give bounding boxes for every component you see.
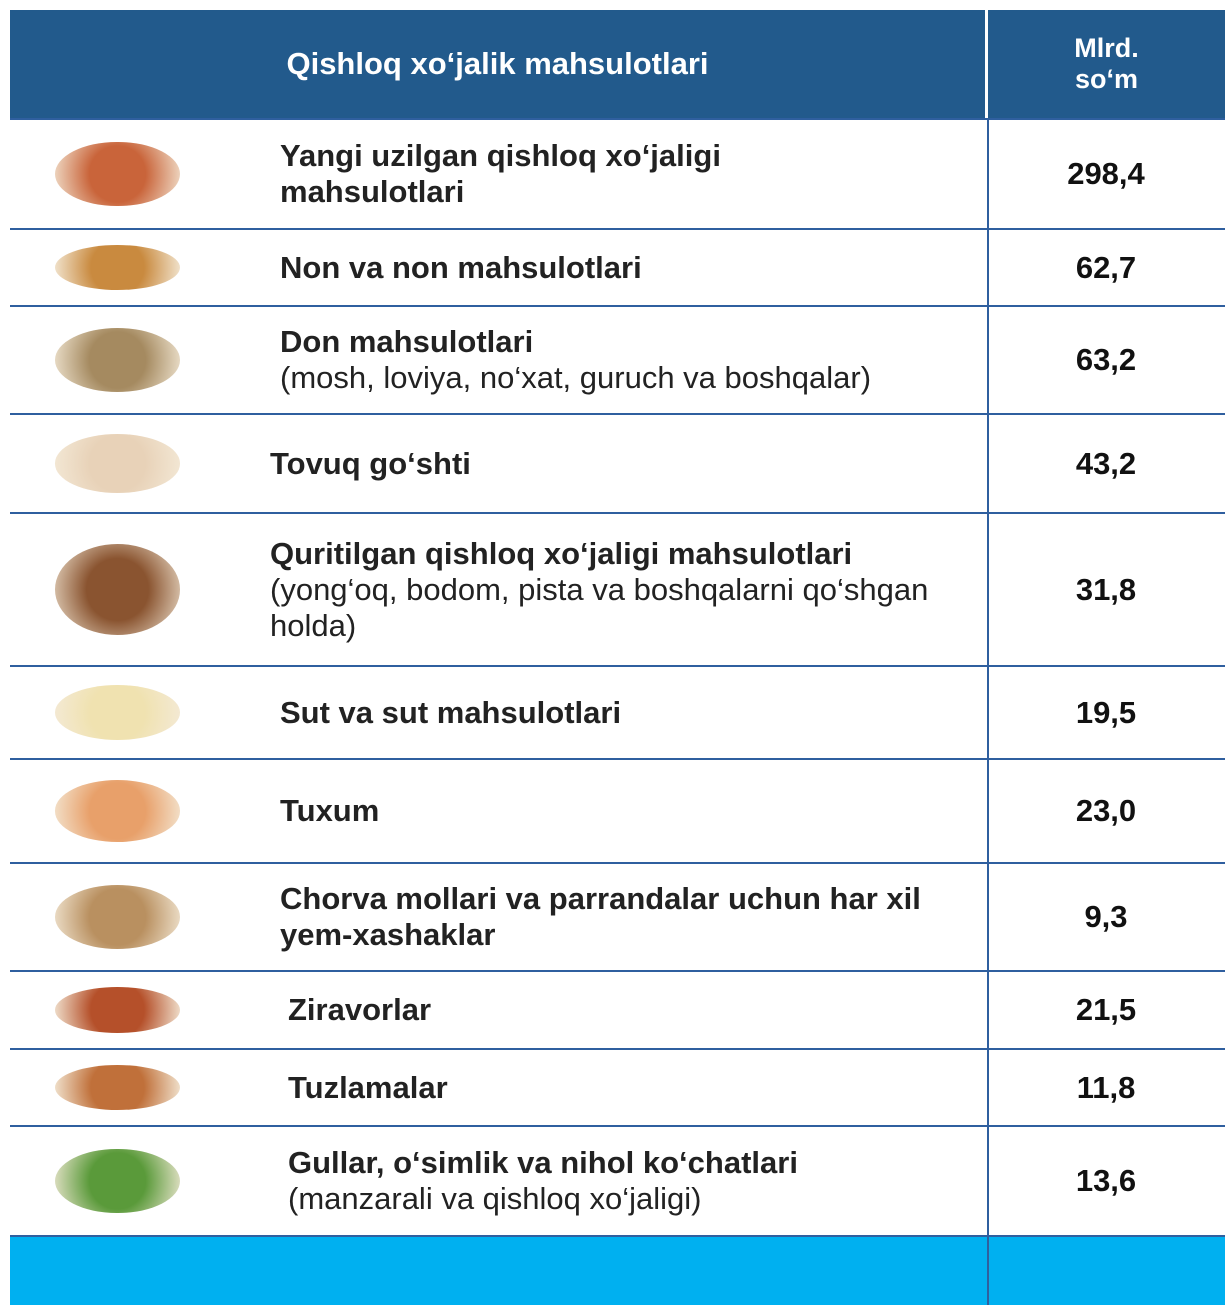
separator <box>987 760 989 862</box>
table-row: Gullar, o‘simlik va nihol ko‘chatlari (ma… <box>10 1125 1225 1235</box>
product-icon <box>55 1065 180 1110</box>
row-title: Tovuq go‘shti <box>270 445 471 481</box>
separator <box>987 120 989 228</box>
row-value: 19,5 <box>1075 694 1137 730</box>
table-row: Don mahsulotlari (mosh, loviya, no‘xat, g… <box>10 305 1225 413</box>
row-text: Chorva mollari va parrandalar uchun har … <box>280 864 960 970</box>
row-value: 43,2 <box>1075 445 1137 481</box>
row-title: Tuxum <box>280 793 380 828</box>
row-title: Chorva mollari va parrandalar uchun har … <box>280 881 921 952</box>
row-text: Tovuq go‘shti <box>270 415 471 512</box>
separator <box>987 972 989 1048</box>
table-row: Sut va sut mahsulotlari 19,5 <box>10 665 1225 758</box>
row-text: Ziravorlar <box>288 972 431 1048</box>
row-text: Quritilgan qishloq xo‘jaligi mahsulotlar… <box>270 514 960 665</box>
row-value: 11,8 <box>1076 1069 1136 1105</box>
row-title: Ziravorlar <box>288 992 432 1027</box>
table-row: Tovuq go‘shti 43,2 <box>10 413 1225 512</box>
product-icon <box>55 245 180 290</box>
product-icon <box>55 328 180 392</box>
row-text: Gullar, o‘simlik va nihol ko‘chatlari (ma… <box>288 1127 798 1235</box>
table-row: Chorva mollari va parrandalar uchun har … <box>10 862 1225 970</box>
row-value: 13,6 <box>1075 1163 1137 1198</box>
row-title: Tuzlamalar <box>288 1069 448 1105</box>
row-title: Gullar, o‘simlik va nihol ko‘chatlari <box>288 1145 798 1180</box>
row-title: Don mahsulotlari <box>280 324 534 359</box>
product-icon <box>55 780 180 842</box>
row-note: (manzarali va qishloq xo‘jaligi) <box>288 1181 702 1216</box>
product-icon <box>55 1148 180 1214</box>
product-icon <box>55 434 180 493</box>
row-text: Tuxum <box>280 760 379 862</box>
row-text: Non va non mahsulotlari <box>280 230 642 305</box>
separator <box>987 1127 989 1235</box>
separator <box>987 415 989 512</box>
product-icon <box>55 685 180 740</box>
separator <box>987 667 989 758</box>
row-title: Yangi uzilgan qishloq xo‘jaligi mahsulot… <box>280 138 721 209</box>
row-title: Non va non mahsulotlari <box>280 249 642 285</box>
row-value: 63,2 <box>1075 342 1137 377</box>
row-value: 23,0 <box>1075 793 1137 828</box>
row-value: 298,4 <box>1067 156 1145 191</box>
row-value: 9,3 <box>1084 899 1128 934</box>
row-text: Yangi uzilgan qishloq xo‘jaligi mahsulot… <box>280 120 840 228</box>
separator <box>987 230 989 305</box>
row-value: 62,7 <box>1075 249 1137 285</box>
table-row: Yangi uzilgan qishloq xo‘jaligi mahsulot… <box>10 118 1225 228</box>
footer-row <box>10 1235 1225 1305</box>
header-unit: Mlrd. so‘m <box>988 10 1225 118</box>
product-icon <box>55 544 180 635</box>
row-title: Quritilgan qishloq xo‘jaligi mahsulotlar… <box>270 535 853 571</box>
row-value: 31,8 <box>1075 571 1137 607</box>
separator <box>987 307 989 413</box>
separator <box>987 514 989 665</box>
table-row: Ziravorlar 21,5 <box>10 970 1225 1048</box>
row-value: 21,5 <box>1075 992 1137 1027</box>
product-icon <box>55 987 180 1033</box>
table-row: Non va non mahsulotlari 62,7 <box>10 228 1225 305</box>
separator <box>987 1050 989 1125</box>
product-icon <box>55 141 180 207</box>
header-title: Qishloq xo‘jalik mahsulotlari <box>10 10 985 118</box>
row-text: Sut va sut mahsulotlari <box>280 667 621 758</box>
separator <box>987 1237 989 1305</box>
row-note: (yong‘oq, bodom, pista va boshqalarni qo… <box>270 571 929 643</box>
row-note: (mosh, loviya, no‘xat, guruch va boshqal… <box>280 360 872 395</box>
row-text: Tuzlamalar <box>288 1050 448 1125</box>
table-row: Tuzlamalar 11,8 <box>10 1048 1225 1125</box>
product-icon <box>55 885 180 949</box>
table-row: Tuxum 23,0 <box>10 758 1225 862</box>
row-title: Sut va sut mahsulotlari <box>280 694 622 730</box>
table-row: Quritilgan qishloq xo‘jaligi mahsulotlar… <box>10 512 1225 665</box>
separator <box>987 864 989 970</box>
row-text: Don mahsulotlari (mosh, loviya, no‘xat, g… <box>280 307 871 413</box>
